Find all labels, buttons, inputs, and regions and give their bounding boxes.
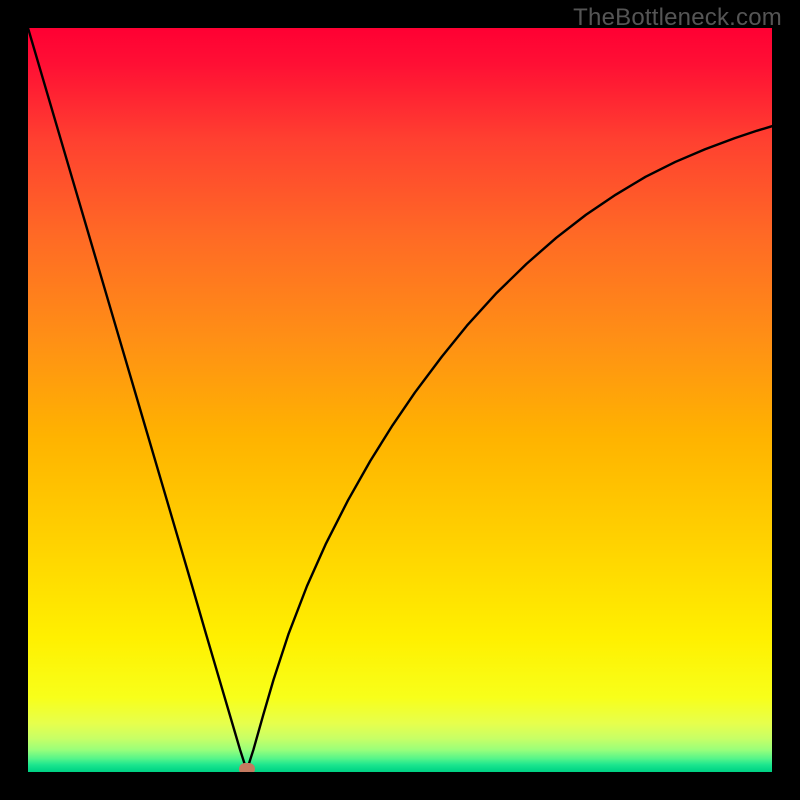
watermark-text: TheBottleneck.com [573, 4, 782, 32]
chart-stage: TheBottleneck.com [0, 0, 800, 800]
minimum-marker [239, 763, 255, 772]
curve-path [28, 28, 772, 771]
bottleneck-curve [28, 28, 772, 772]
plot-area [28, 28, 772, 772]
